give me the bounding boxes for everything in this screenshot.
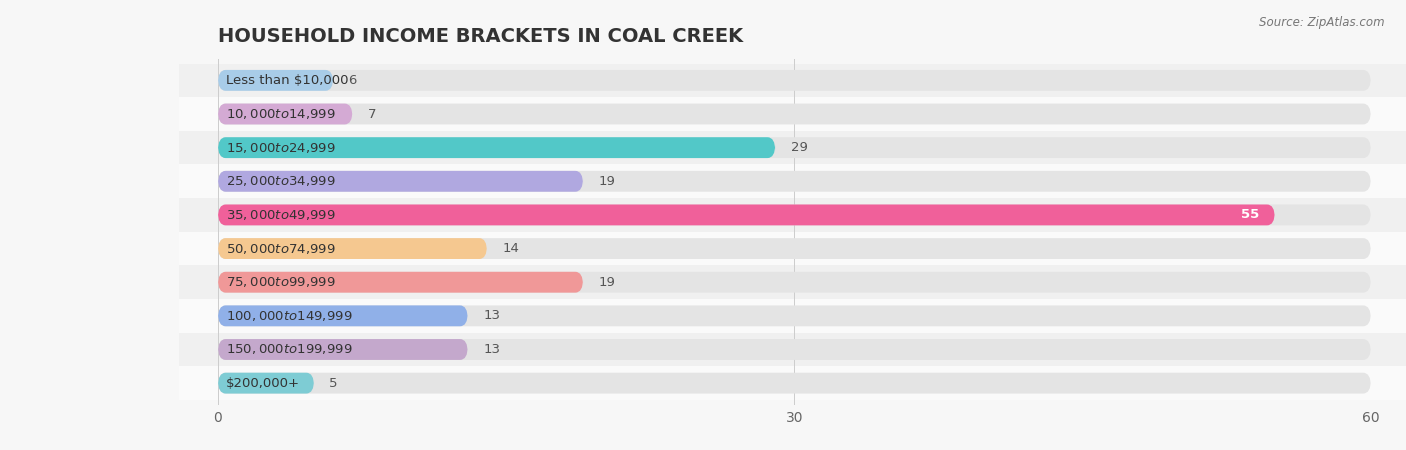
FancyBboxPatch shape (218, 137, 1371, 158)
Text: 6: 6 (349, 74, 357, 87)
FancyBboxPatch shape (218, 137, 775, 158)
FancyBboxPatch shape (218, 70, 1371, 91)
Text: 13: 13 (484, 309, 501, 322)
Text: 14: 14 (502, 242, 519, 255)
FancyBboxPatch shape (180, 97, 1406, 131)
FancyBboxPatch shape (218, 306, 468, 326)
Text: $25,000 to $34,999: $25,000 to $34,999 (225, 174, 335, 188)
Text: $35,000 to $49,999: $35,000 to $49,999 (225, 208, 335, 222)
FancyBboxPatch shape (218, 104, 1371, 125)
FancyBboxPatch shape (218, 171, 1371, 192)
FancyBboxPatch shape (218, 306, 1371, 326)
FancyBboxPatch shape (218, 238, 486, 259)
Text: Less than $10,000: Less than $10,000 (225, 74, 349, 87)
Text: 7: 7 (368, 108, 377, 121)
Text: 55: 55 (1241, 208, 1260, 221)
FancyBboxPatch shape (218, 339, 1371, 360)
Text: $150,000 to $199,999: $150,000 to $199,999 (225, 342, 352, 356)
Text: $15,000 to $24,999: $15,000 to $24,999 (225, 141, 335, 155)
FancyBboxPatch shape (218, 373, 1371, 394)
Text: $100,000 to $149,999: $100,000 to $149,999 (225, 309, 352, 323)
FancyBboxPatch shape (218, 339, 468, 360)
Text: $75,000 to $99,999: $75,000 to $99,999 (225, 275, 335, 289)
FancyBboxPatch shape (218, 171, 583, 192)
Text: 29: 29 (790, 141, 807, 154)
FancyBboxPatch shape (180, 266, 1406, 299)
FancyBboxPatch shape (218, 104, 353, 125)
FancyBboxPatch shape (218, 272, 583, 292)
FancyBboxPatch shape (218, 238, 1371, 259)
FancyBboxPatch shape (180, 63, 1406, 97)
Text: 19: 19 (599, 276, 616, 289)
FancyBboxPatch shape (180, 232, 1406, 266)
Text: Source: ZipAtlas.com: Source: ZipAtlas.com (1260, 16, 1385, 29)
FancyBboxPatch shape (218, 204, 1275, 225)
FancyBboxPatch shape (180, 164, 1406, 198)
Text: 19: 19 (599, 175, 616, 188)
Text: HOUSEHOLD INCOME BRACKETS IN COAL CREEK: HOUSEHOLD INCOME BRACKETS IN COAL CREEK (218, 27, 742, 46)
FancyBboxPatch shape (180, 366, 1406, 400)
FancyBboxPatch shape (180, 299, 1406, 333)
FancyBboxPatch shape (218, 204, 1371, 225)
Text: 13: 13 (484, 343, 501, 356)
Text: 5: 5 (329, 377, 337, 390)
FancyBboxPatch shape (180, 131, 1406, 164)
FancyBboxPatch shape (218, 70, 333, 91)
Text: $10,000 to $14,999: $10,000 to $14,999 (225, 107, 335, 121)
FancyBboxPatch shape (180, 333, 1406, 366)
FancyBboxPatch shape (218, 373, 314, 394)
Text: $200,000+: $200,000+ (225, 377, 299, 390)
FancyBboxPatch shape (218, 272, 1371, 292)
FancyBboxPatch shape (180, 198, 1406, 232)
Text: $50,000 to $74,999: $50,000 to $74,999 (225, 242, 335, 256)
